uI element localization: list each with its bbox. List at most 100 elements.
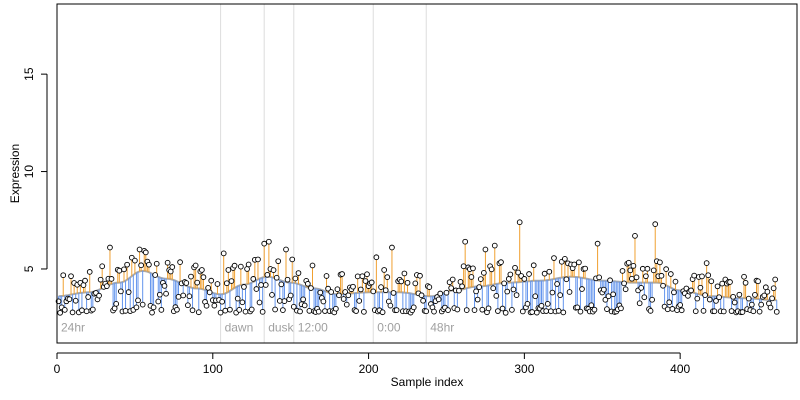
data-point (627, 267, 634, 274)
y-axis-title: Expression (8, 144, 22, 203)
data-point (248, 306, 255, 313)
data-point (488, 266, 495, 273)
data-point (468, 274, 475, 280)
data-point (199, 267, 205, 273)
y-tick-label: 15 (22, 67, 36, 81)
data-point (703, 260, 710, 266)
data-point (136, 246, 143, 253)
data-point (493, 293, 500, 299)
data-point (596, 274, 602, 281)
data-point (161, 283, 168, 289)
data-point (660, 282, 666, 289)
data-point (502, 309, 509, 316)
data-point (301, 302, 308, 309)
data-point (636, 300, 643, 307)
x-tick-label: 100 (203, 362, 223, 376)
data-point (647, 308, 654, 314)
data-point (755, 278, 761, 285)
data-point (295, 270, 302, 276)
data-point (742, 279, 749, 286)
data-point (649, 296, 655, 303)
data-point (175, 293, 182, 300)
data-point (336, 292, 342, 299)
data-point (739, 309, 746, 315)
data-point (214, 281, 221, 287)
data-point (343, 301, 350, 308)
data-point (748, 301, 755, 308)
data-point (716, 294, 722, 301)
data-point (474, 296, 481, 303)
data-point (208, 277, 215, 284)
data-point (473, 288, 479, 295)
data-point (300, 296, 306, 303)
data-point (297, 308, 303, 315)
data-point (387, 302, 394, 309)
data-point (551, 255, 557, 261)
data-point (633, 274, 640, 281)
data-point (605, 293, 612, 300)
data-point (86, 269, 93, 275)
data-point (437, 290, 444, 297)
data-point (272, 306, 278, 313)
data-point (259, 308, 266, 315)
data-point (476, 284, 483, 290)
data-point (770, 285, 777, 292)
data-point (521, 276, 528, 282)
data-point (610, 291, 617, 298)
data-point (325, 285, 331, 292)
data-point (188, 273, 194, 280)
data-point (186, 293, 193, 300)
data-point (412, 280, 419, 287)
data-point (320, 298, 327, 305)
data-point (672, 278, 679, 285)
data-point (340, 296, 347, 302)
data-point (420, 297, 426, 304)
data-point (99, 263, 106, 270)
data-point (317, 289, 324, 296)
data-point (622, 286, 629, 293)
data-point (273, 274, 280, 281)
data-point (262, 282, 269, 288)
data-point (769, 295, 775, 302)
data-point (133, 304, 140, 311)
data-point (418, 292, 425, 299)
data-point (373, 254, 380, 261)
data-point (579, 286, 585, 292)
stems-layer (58, 222, 778, 313)
data-point (664, 306, 671, 313)
data-point (482, 246, 489, 253)
data-point (644, 265, 651, 272)
data-point (177, 259, 183, 265)
data-point (345, 292, 352, 299)
marker-label: dusk (268, 320, 294, 334)
data-point (138, 262, 144, 269)
data-point (328, 289, 335, 295)
data-point (142, 249, 149, 256)
data-point (629, 275, 635, 282)
data-point (588, 302, 595, 309)
data-point (122, 308, 129, 314)
data-point (498, 259, 504, 265)
data-point (571, 261, 578, 268)
data-point (315, 308, 322, 315)
data-point (604, 306, 610, 312)
data-point (309, 262, 316, 269)
data-point (156, 291, 163, 298)
data-point (471, 307, 478, 313)
data-point (632, 232, 638, 239)
data-point (381, 267, 388, 273)
data-point (269, 292, 275, 298)
data-point (713, 298, 719, 304)
data-point (705, 272, 712, 279)
data-point (370, 288, 377, 295)
data-point (89, 306, 96, 313)
data-point (515, 269, 521, 276)
data-point (322, 308, 328, 314)
data-point (342, 289, 349, 295)
data-point (220, 250, 227, 257)
data-point (124, 261, 130, 268)
y-tick-label: 5 (22, 265, 36, 272)
data-point (241, 284, 247, 290)
data-point (85, 294, 92, 300)
